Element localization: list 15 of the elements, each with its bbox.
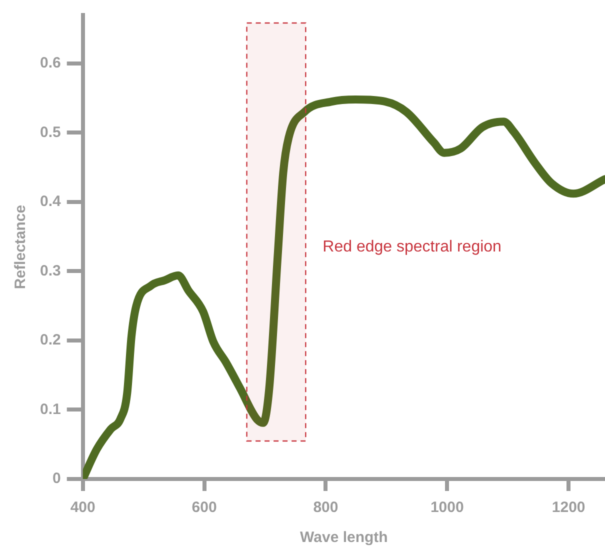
y-axis-title: Reflectance [12,204,30,290]
x-axis-title: Wave length [300,529,388,546]
y-tick-label: 0.3 [40,262,61,280]
y-tick-label: 0.6 [40,54,61,72]
x-tick-label: 1000 [430,499,464,516]
y-tick-label: 0.4 [40,193,62,210]
x-tick-label: 1200 [552,499,586,516]
y-tick-label: 0.2 [40,332,61,349]
x-tick-label: 400 [70,499,96,516]
band-label: Red edge spectral region [322,238,502,256]
y-tick-label: 0.5 [40,124,61,141]
x-tick-label: 800 [313,499,338,516]
y-tick-label: 0.1 [40,400,61,418]
x-tick-label: 600 [192,499,217,516]
y-tick-label: 0 [52,470,61,488]
